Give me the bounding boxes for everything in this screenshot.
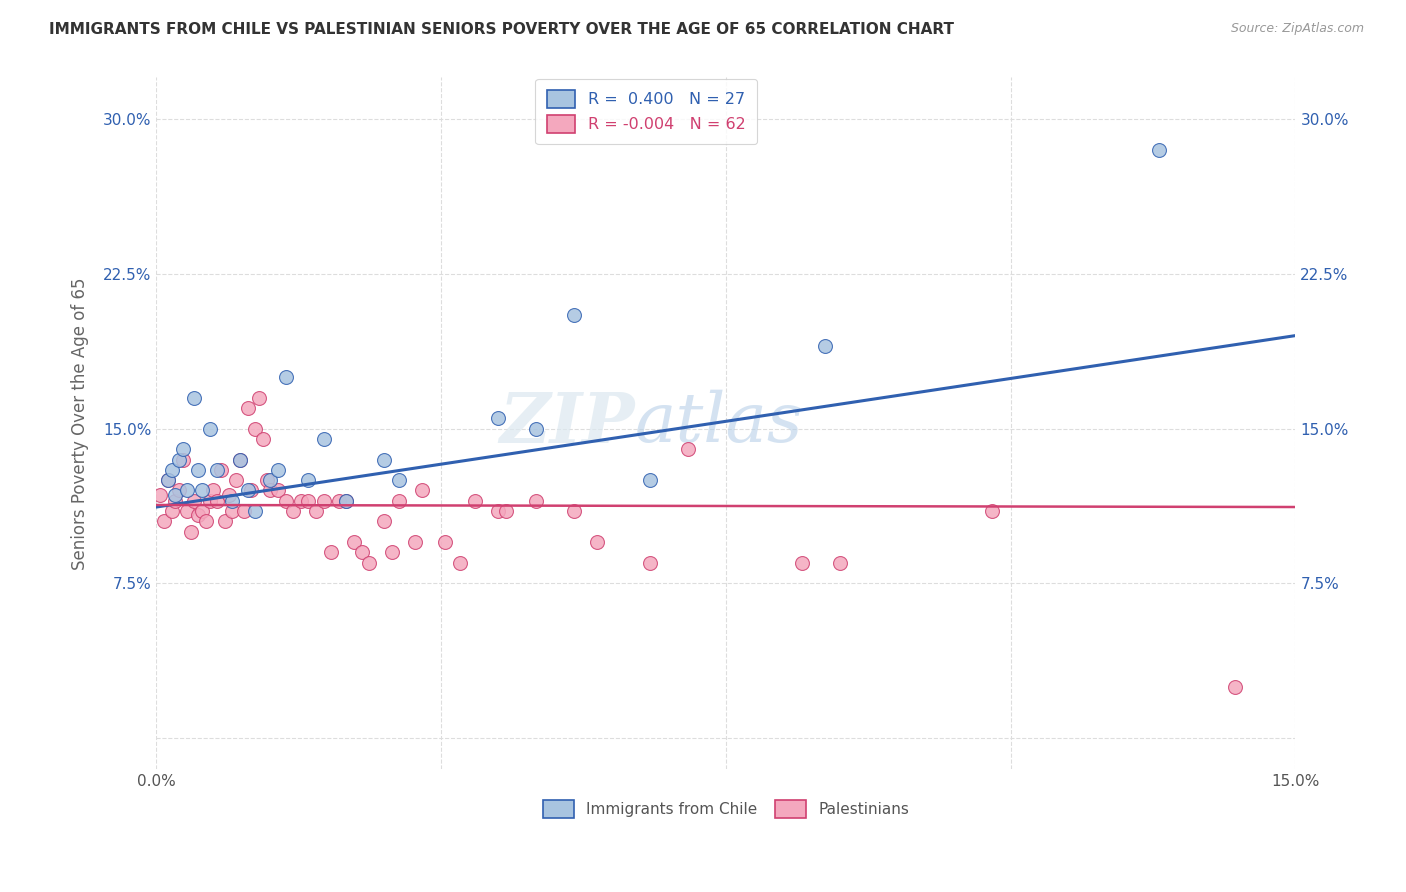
Point bbox=[229, 452, 252, 467]
Point bbox=[198, 493, 221, 508]
Y-axis label: Seniors Poverty Over the Age of 65: Seniors Poverty Over the Age of 65 bbox=[72, 277, 89, 570]
Point bbox=[236, 483, 259, 498]
Point bbox=[524, 421, 547, 435]
Point bbox=[160, 504, 183, 518]
Point bbox=[267, 483, 290, 498]
Point bbox=[229, 452, 252, 467]
Point bbox=[191, 504, 214, 518]
Point bbox=[434, 535, 457, 549]
Point bbox=[149, 488, 172, 502]
Point bbox=[486, 411, 509, 425]
Point bbox=[495, 504, 517, 518]
Point bbox=[169, 483, 191, 498]
Point bbox=[980, 504, 1002, 518]
Point bbox=[359, 556, 381, 570]
Point bbox=[321, 545, 343, 559]
Point bbox=[373, 515, 395, 529]
Point bbox=[305, 504, 328, 518]
Point bbox=[790, 556, 813, 570]
Point bbox=[183, 493, 205, 508]
Point bbox=[176, 504, 198, 518]
Text: IMMIGRANTS FROM CHILE VS PALESTINIAN SENIORS POVERTY OVER THE AGE OF 65 CORRELAT: IMMIGRANTS FROM CHILE VS PALESTINIAN SEN… bbox=[49, 22, 955, 37]
Point bbox=[153, 515, 176, 529]
Text: Source: ZipAtlas.com: Source: ZipAtlas.com bbox=[1230, 22, 1364, 36]
Point bbox=[586, 535, 609, 549]
Point bbox=[214, 515, 236, 529]
Point bbox=[388, 473, 411, 487]
Point bbox=[247, 391, 270, 405]
Point bbox=[267, 463, 290, 477]
Point bbox=[464, 493, 486, 508]
Point bbox=[297, 493, 319, 508]
Point bbox=[312, 432, 335, 446]
Point bbox=[207, 493, 229, 508]
Point bbox=[1223, 680, 1246, 694]
Point bbox=[156, 473, 179, 487]
Point bbox=[676, 442, 699, 457]
Point bbox=[1147, 143, 1170, 157]
Point bbox=[183, 391, 205, 405]
Point bbox=[207, 463, 229, 477]
Point bbox=[297, 473, 319, 487]
Point bbox=[259, 483, 281, 498]
Point bbox=[172, 452, 194, 467]
Point bbox=[176, 483, 198, 498]
Point bbox=[236, 401, 259, 415]
Point bbox=[388, 493, 411, 508]
Point bbox=[252, 432, 274, 446]
Point bbox=[381, 545, 404, 559]
Point bbox=[404, 535, 426, 549]
Point bbox=[411, 483, 433, 498]
Point bbox=[486, 504, 509, 518]
Point bbox=[274, 370, 297, 384]
Point bbox=[172, 442, 194, 457]
Point bbox=[221, 504, 243, 518]
Point bbox=[350, 545, 373, 559]
Point bbox=[218, 488, 240, 502]
Text: ZIP: ZIP bbox=[499, 390, 636, 457]
Point bbox=[194, 515, 217, 529]
Point bbox=[232, 504, 254, 518]
Point bbox=[828, 556, 851, 570]
Point bbox=[274, 493, 297, 508]
Point bbox=[245, 504, 267, 518]
Point bbox=[335, 493, 357, 508]
Point bbox=[225, 473, 247, 487]
Point bbox=[562, 308, 585, 322]
Point bbox=[180, 524, 202, 539]
Point bbox=[165, 488, 187, 502]
Point bbox=[169, 452, 191, 467]
Point bbox=[156, 473, 179, 487]
Point bbox=[638, 473, 661, 487]
Point bbox=[562, 504, 585, 518]
Point bbox=[343, 535, 366, 549]
Point bbox=[524, 493, 547, 508]
Point bbox=[373, 452, 395, 467]
Point bbox=[187, 463, 209, 477]
Point bbox=[209, 463, 232, 477]
Point bbox=[245, 421, 267, 435]
Point bbox=[638, 556, 661, 570]
Point bbox=[312, 493, 335, 508]
Point bbox=[202, 483, 225, 498]
Point bbox=[814, 339, 837, 353]
Point bbox=[290, 493, 312, 508]
Point bbox=[191, 483, 214, 498]
Legend: Immigrants from Chile, Palestinians: Immigrants from Chile, Palestinians bbox=[537, 794, 915, 824]
Text: atlas: atlas bbox=[636, 390, 803, 457]
Point bbox=[335, 493, 357, 508]
Point bbox=[449, 556, 471, 570]
Point bbox=[165, 493, 187, 508]
Point bbox=[240, 483, 263, 498]
Point bbox=[328, 493, 350, 508]
Point bbox=[221, 493, 243, 508]
Point bbox=[160, 463, 183, 477]
Point bbox=[187, 508, 209, 523]
Point bbox=[283, 504, 305, 518]
Point bbox=[259, 473, 281, 487]
Point bbox=[198, 421, 221, 435]
Point bbox=[256, 473, 278, 487]
